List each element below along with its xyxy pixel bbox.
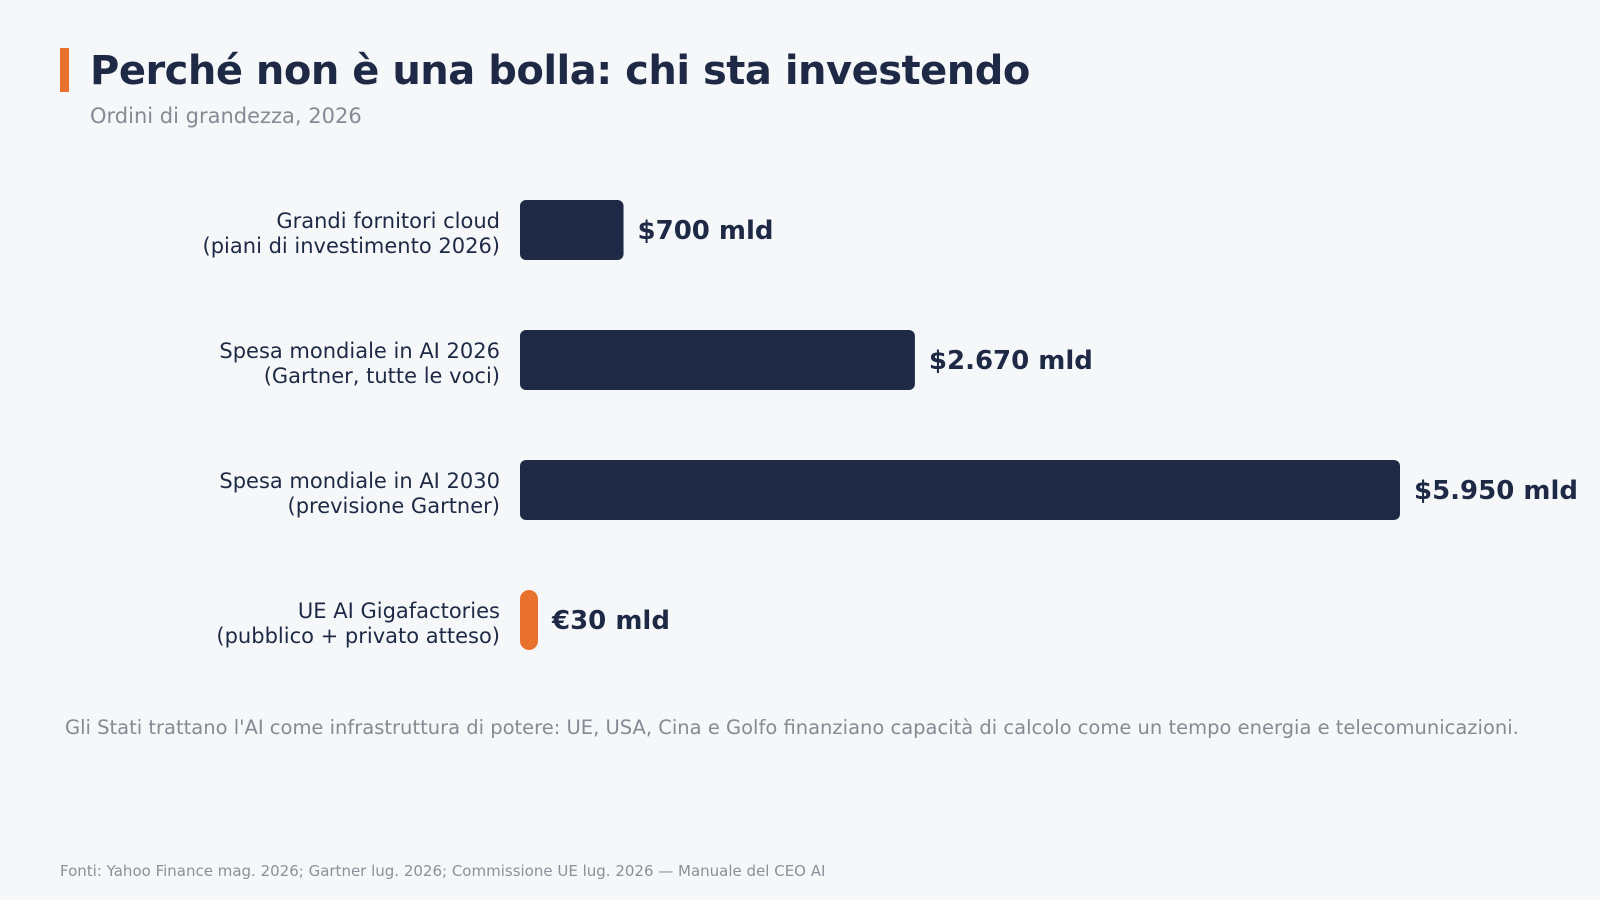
- chart-subtitle: Ordini di grandezza, 2026: [90, 104, 362, 128]
- category-label-2: Spesa mondiale in AI 2030 (previsione Gar…: [219, 469, 500, 518]
- value-label-2: $5.950 mld: [1414, 476, 1578, 506]
- chart-note: Gli Stati trattano l'AI come infrastrutt…: [65, 716, 1519, 739]
- bar-chart: Grandi fornitori cloud (piani di investim…: [203, 200, 1578, 650]
- category-label-0: Grandi fornitori cloud (piani di investim…: [203, 209, 500, 258]
- bar-1: [520, 330, 915, 390]
- value-label-1: $2.670 mld: [929, 346, 1093, 376]
- bar-2: [520, 460, 1400, 520]
- bar-3: [520, 590, 538, 650]
- value-label-0: $700 mld: [638, 216, 774, 246]
- value-label-3: €30 mld: [551, 606, 670, 636]
- chart-title: Perché non è una bolla: chi sta investen…: [90, 48, 1030, 94]
- source-note: Fonti: Yahoo Finance mag. 2026; Gartner …: [60, 862, 826, 880]
- title-accent-bar: [60, 48, 69, 92]
- bar-0: [520, 200, 624, 260]
- category-label-1: Spesa mondiale in AI 2026 (Gartner, tutte…: [219, 339, 500, 388]
- category-label-3: UE AI Gigafactories (pubblico + privato a…: [216, 599, 500, 648]
